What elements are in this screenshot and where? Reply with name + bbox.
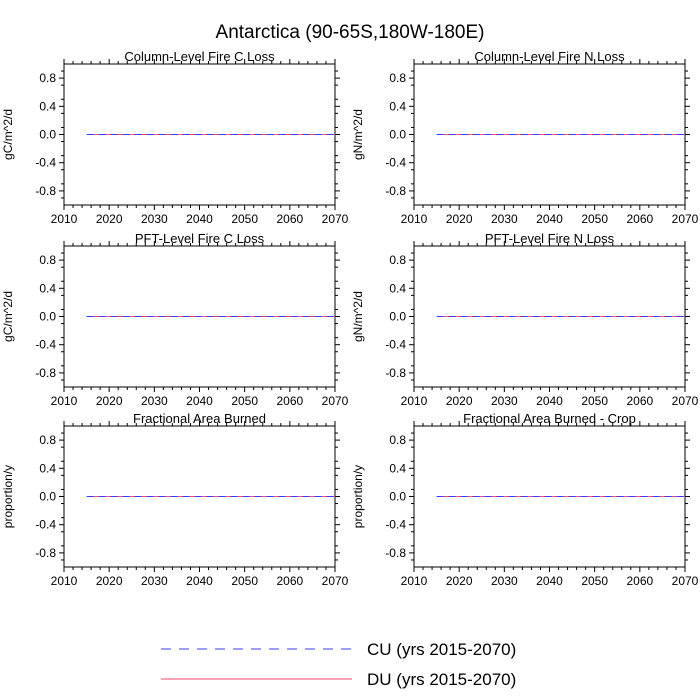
- x-tick-label: 2010: [401, 574, 428, 588]
- y-tick-label: -0.4: [35, 518, 56, 532]
- x-tick-label: 2060: [626, 574, 653, 588]
- y-tick-label: 0.0: [39, 310, 56, 324]
- x-tick-label: 2060: [276, 574, 303, 588]
- x-tick-label: 2060: [276, 212, 303, 226]
- x-tick-label: 2060: [626, 394, 653, 408]
- x-tick-label: 2050: [581, 212, 608, 226]
- x-tick-label: 2040: [536, 212, 563, 226]
- panel-title: Column-Level Fire C Loss: [124, 49, 275, 64]
- x-tick-label: 2070: [322, 212, 349, 226]
- panel-title: PFT-Level Fire N Loss: [485, 231, 615, 246]
- y-tick-label: -0.8: [385, 184, 406, 198]
- x-tick-label: 2070: [322, 394, 349, 408]
- y-tick-label: -0.8: [35, 366, 56, 380]
- x-tick-label: 2040: [536, 394, 563, 408]
- x-tick-label: 2050: [231, 574, 258, 588]
- y-tick-label: 0.8: [39, 71, 56, 85]
- y-tick-label: 0.0: [39, 128, 56, 142]
- y-tick-label: -0.8: [35, 546, 56, 560]
- x-tick-label: 2050: [581, 394, 608, 408]
- y-tick-label: 0.8: [389, 71, 406, 85]
- x-tick-label: 2040: [186, 394, 213, 408]
- x-tick-label: 2070: [672, 394, 699, 408]
- x-tick-label: 2070: [672, 574, 699, 588]
- x-tick-label: 2020: [446, 394, 473, 408]
- x-tick-label: 2010: [51, 212, 78, 226]
- y-tick-label: 0.8: [389, 433, 406, 447]
- x-tick-label: 2050: [581, 574, 608, 588]
- y-tick-label: -0.4: [385, 338, 406, 352]
- legend: CU (yrs 2015-2070) DU (yrs 2015-2070): [161, 640, 516, 689]
- x-tick-label: 2040: [186, 212, 213, 226]
- y-tick-label: 0.0: [389, 310, 406, 324]
- x-tick-label: 2010: [401, 394, 428, 408]
- y-tick-label: 0.4: [389, 461, 406, 475]
- y-axis-label: gC/m^2/d: [1, 291, 15, 342]
- legend-label: DU (yrs 2015-2070): [367, 670, 516, 689]
- x-tick-label: 2030: [141, 574, 168, 588]
- panel-1: Column-Level Fire C Loss gC/m^2/d 2010 2020…: [1, 49, 349, 226]
- panels: Column-Level Fire C Loss gC/m^2/d 2010 2020…: [1, 49, 699, 588]
- panel-title: Fractional Area Burned - Crop: [463, 411, 636, 426]
- x-tick-label: 2050: [231, 394, 258, 408]
- x-tick-label: 2060: [276, 394, 303, 408]
- y-tick-label: 0.4: [39, 281, 56, 295]
- panel-6: Fractional Area Burned - Crop proportion/…: [351, 411, 699, 588]
- x-tick-label: 2020: [96, 574, 123, 588]
- y-tick-label: -0.4: [35, 156, 56, 170]
- y-tick-label: -0.4: [385, 518, 406, 532]
- y-tick-label: -0.4: [35, 338, 56, 352]
- x-tick-label: 2020: [96, 394, 123, 408]
- y-tick-label: -0.4: [385, 156, 406, 170]
- x-tick-label: 2030: [491, 212, 518, 226]
- figure-title: Antarctica (90-65S,180W-180E): [216, 22, 485, 43]
- y-tick-label: 0.0: [389, 490, 406, 504]
- x-tick-label: 2020: [446, 574, 473, 588]
- x-tick-label: 2010: [51, 574, 78, 588]
- y-tick-label: -0.8: [35, 184, 56, 198]
- x-tick-label: 2070: [322, 574, 349, 588]
- x-tick-label: 2030: [141, 212, 168, 226]
- y-axis-label: gN/m^2/d: [351, 291, 365, 342]
- x-tick-label: 2020: [96, 212, 123, 226]
- x-tick-label: 2050: [231, 212, 258, 226]
- y-tick-label: 0.4: [39, 99, 56, 113]
- x-tick-label: 2010: [401, 212, 428, 226]
- x-tick-label: 2040: [186, 574, 213, 588]
- panel-4: PFT-Level Fire N Loss gN/m^2/d 2010 2020 203…: [351, 231, 699, 408]
- y-tick-label: 0.0: [389, 128, 406, 142]
- y-tick-label: 0.4: [389, 281, 406, 295]
- y-tick-label: -0.8: [385, 366, 406, 380]
- y-tick-label: 0.4: [389, 99, 406, 113]
- y-tick-label: 0.8: [39, 433, 56, 447]
- panel-title: Fractional Area Burned: [133, 411, 266, 426]
- panel-2: Column-Level Fire N Loss gN/m^2/d 2010 2020…: [351, 49, 699, 226]
- y-tick-label: 0.4: [39, 461, 56, 475]
- y-tick-label: -0.8: [385, 546, 406, 560]
- y-tick-label: 0.8: [389, 253, 406, 267]
- panel-3: PFT-Level Fire C Loss gC/m^2/d 2010 2020 203…: [1, 231, 349, 408]
- x-tick-label: 2040: [536, 574, 563, 588]
- y-axis-label: proportion/y: [1, 465, 15, 528]
- x-tick-label: 2030: [491, 394, 518, 408]
- y-axis-label: gN/m^2/d: [351, 109, 365, 160]
- y-tick-label: 0.8: [39, 253, 56, 267]
- x-tick-label: 2030: [491, 574, 518, 588]
- x-tick-label: 2010: [51, 394, 78, 408]
- panel-5: Fractional Area Burned proportion/y 2010 20…: [1, 411, 349, 588]
- panel-title: PFT-Level Fire C Loss: [135, 231, 265, 246]
- y-axis-label: proportion/y: [351, 465, 365, 528]
- legend-label: CU (yrs 2015-2070): [367, 640, 516, 659]
- panel-title: Column-Level Fire N Loss: [474, 49, 625, 64]
- x-tick-label: 2020: [446, 212, 473, 226]
- x-tick-label: 2060: [626, 212, 653, 226]
- x-tick-label: 2030: [141, 394, 168, 408]
- x-tick-label: 2070: [672, 212, 699, 226]
- y-tick-label: 0.0: [39, 490, 56, 504]
- y-axis-label: gC/m^2/d: [1, 109, 15, 160]
